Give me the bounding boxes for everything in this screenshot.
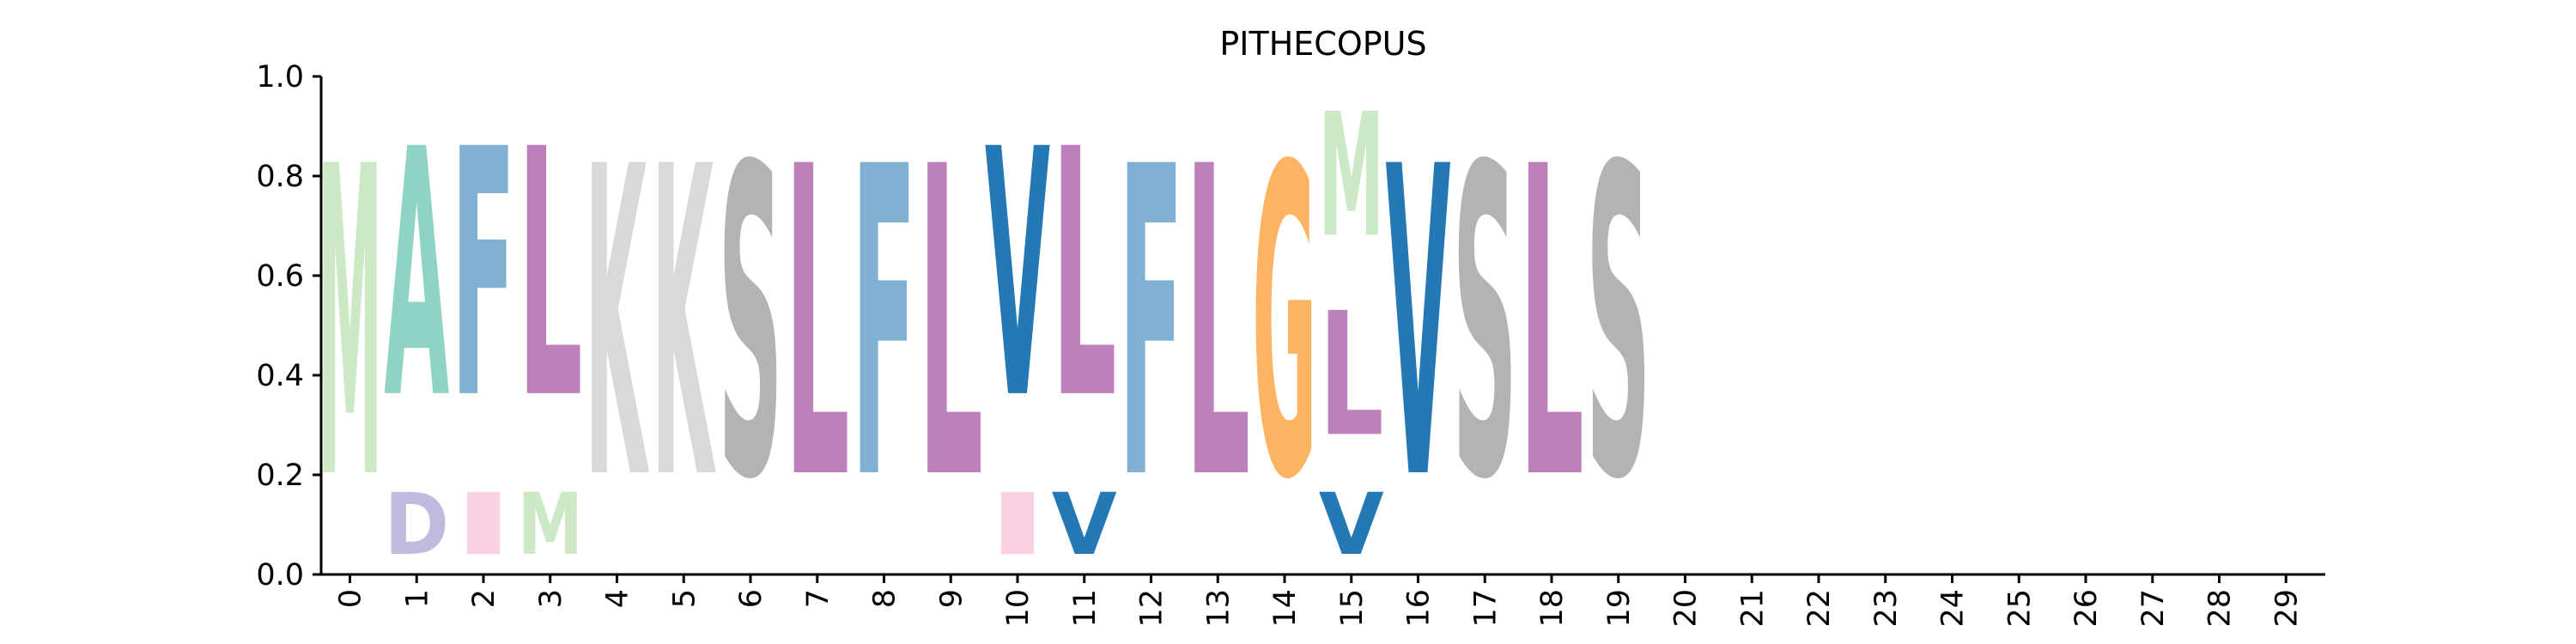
x-tick-label: 28 bbox=[2203, 589, 2238, 628]
logo-letter-s: S bbox=[1586, 76, 1651, 573]
x-tick-label: 2 bbox=[467, 589, 501, 608]
logo-letter-s: S bbox=[1452, 76, 1517, 573]
logo-letter-m: M bbox=[518, 475, 583, 574]
logo-letter-l: L bbox=[1052, 78, 1117, 475]
logo-letter-l: L bbox=[1519, 78, 1584, 574]
y-tick-label: 0.2 bbox=[256, 459, 304, 493]
logo-letter-v: V bbox=[1319, 476, 1384, 575]
x-tick-label: 16 bbox=[1402, 589, 1437, 628]
axes bbox=[319, 76, 2325, 576]
x-tick-label: 23 bbox=[1869, 589, 1904, 628]
x-tick-label: 26 bbox=[2069, 589, 2104, 628]
x-tick-label: 6 bbox=[734, 589, 769, 608]
y-tick-label: 0.6 bbox=[256, 259, 304, 294]
logo-letter-v: V bbox=[1052, 476, 1117, 575]
x-tick-label: 15 bbox=[1335, 589, 1370, 628]
x-tick-label: 0 bbox=[334, 589, 368, 608]
x-tick-label: 21 bbox=[1735, 589, 1770, 628]
x-tick-label: 14 bbox=[1268, 589, 1303, 628]
logo-letter-m: M bbox=[1319, 78, 1384, 276]
x-tick-label: 19 bbox=[1602, 589, 1637, 628]
logo-letter-i: I bbox=[985, 475, 1050, 574]
y-tick-label: 1.0 bbox=[256, 60, 304, 94]
logo-letter-l: L bbox=[518, 78, 583, 475]
x-tick-label: 22 bbox=[1802, 589, 1837, 628]
logo-letter-k: K bbox=[651, 78, 716, 574]
logo-letter-l: L bbox=[918, 78, 983, 574]
x-tick-label: 4 bbox=[601, 589, 635, 608]
logo-letter-f: F bbox=[1119, 78, 1184, 574]
logo-letter-g: G bbox=[1252, 78, 1317, 574]
x-tick-label: 27 bbox=[2136, 589, 2171, 628]
logo-letter-l: L bbox=[785, 78, 850, 574]
logo-letter-v: V bbox=[1386, 78, 1452, 574]
logo-letter-s: S bbox=[718, 76, 783, 573]
y-ticks: 0.0 0.2 0.4 0.6 0.8 1.0 bbox=[256, 60, 321, 592]
logo-letter-i: I bbox=[451, 475, 516, 574]
x-tick-label: 25 bbox=[2002, 589, 2037, 628]
x-tick-label: 3 bbox=[534, 589, 568, 608]
x-tick-label: 20 bbox=[1669, 589, 1704, 628]
x-tick-label: 13 bbox=[1201, 589, 1236, 628]
logo-letter-l: L bbox=[1319, 276, 1384, 474]
logo-letter-f: F bbox=[852, 78, 917, 574]
x-tick-label: 7 bbox=[801, 589, 835, 608]
logo-letter-m: M bbox=[318, 77, 383, 573]
x-tick-label: 9 bbox=[934, 589, 969, 608]
logo-letter-v: V bbox=[985, 78, 1051, 474]
logo-letter-a: A bbox=[384, 78, 450, 474]
x-tick-label: 1 bbox=[400, 589, 434, 608]
x-tick-label: 5 bbox=[667, 589, 702, 608]
logo-letter-d: D bbox=[384, 475, 449, 574]
x-tick-label: 24 bbox=[1936, 589, 1971, 628]
x-tick-label: 11 bbox=[1068, 589, 1103, 628]
x-tick-label: 10 bbox=[1001, 589, 1036, 628]
x-ticks: 0 1 2 3 4 5 6 7 8 9 10 11 12 13 14 15 16 17 18 19 20 21 22 23 24… bbox=[334, 574, 2304, 628]
logo-letter-f: F bbox=[451, 77, 516, 474]
chart-title: PITHECOPUS bbox=[1219, 25, 1426, 63]
x-tick-label: 12 bbox=[1135, 589, 1170, 628]
x-tick-label: 29 bbox=[2269, 589, 2304, 628]
logo-letter-k: K bbox=[585, 78, 650, 574]
y-tick-label: 0.8 bbox=[256, 160, 304, 194]
y-tick-label: 0.0 bbox=[256, 558, 304, 592]
logo-letter-l: L bbox=[1185, 78, 1250, 574]
x-tick-label: 8 bbox=[868, 589, 902, 608]
x-tick-label: 18 bbox=[1535, 589, 1570, 628]
y-tick-label: 0.4 bbox=[256, 359, 304, 393]
x-tick-label: 17 bbox=[1468, 589, 1503, 628]
